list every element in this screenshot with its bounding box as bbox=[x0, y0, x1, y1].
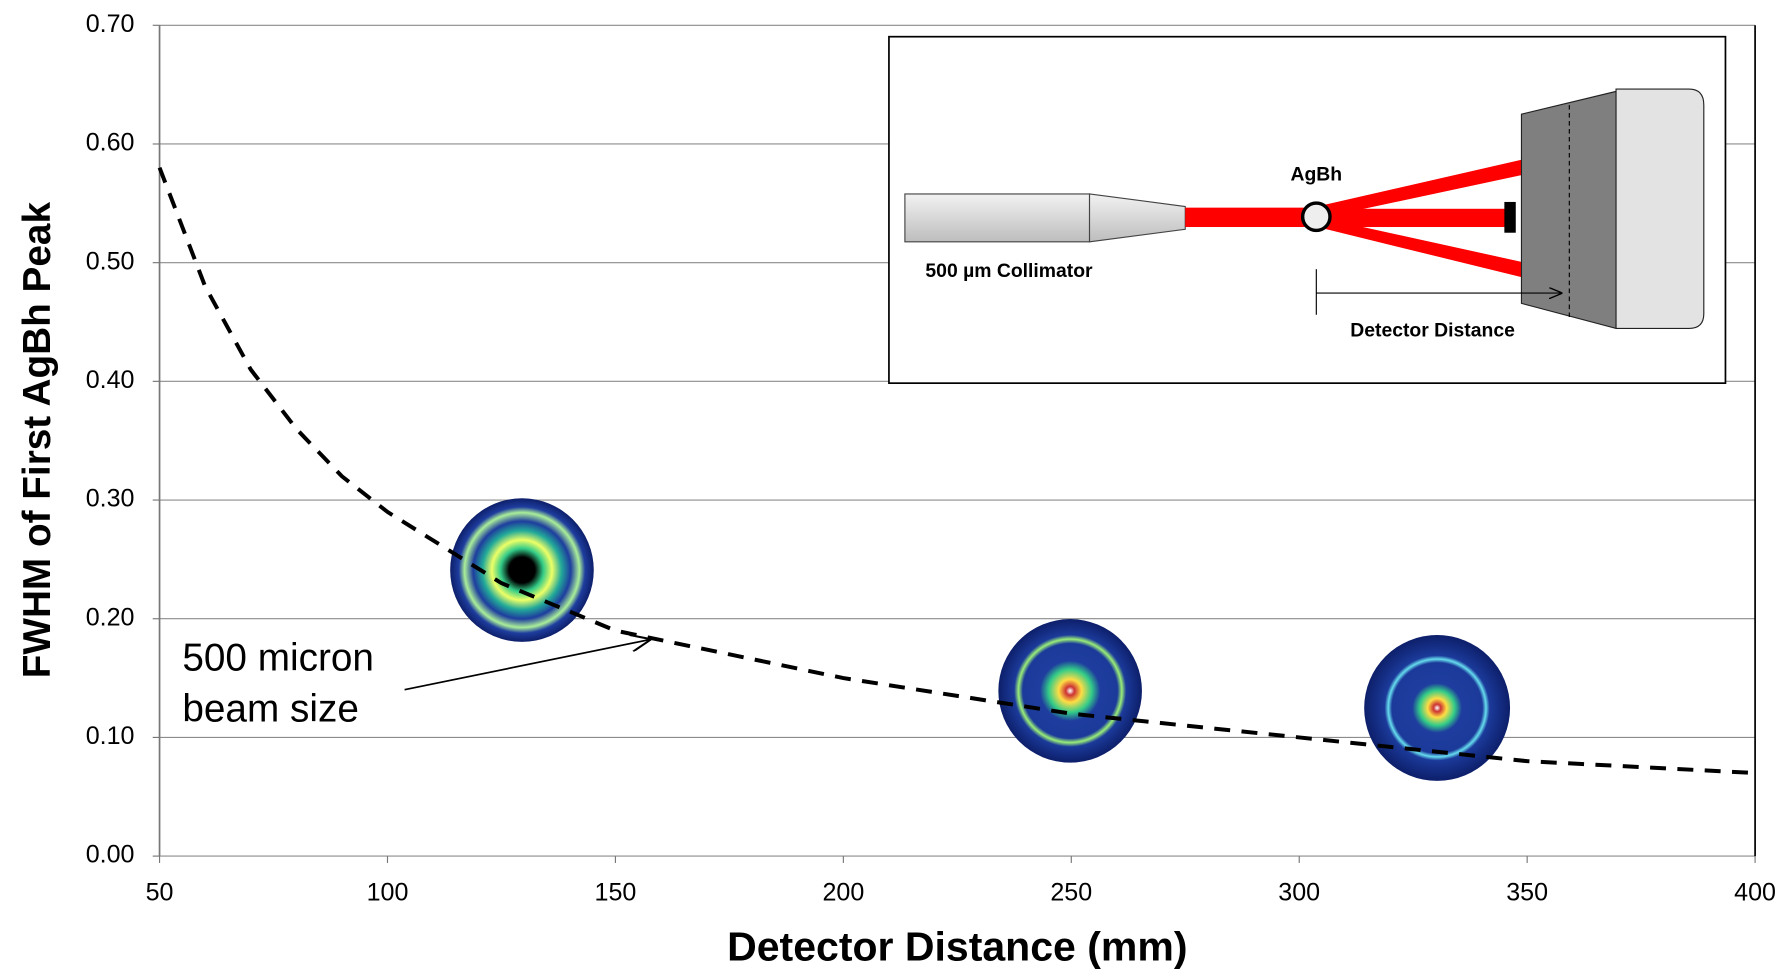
sample bbox=[1303, 203, 1330, 230]
annotation-arrow bbox=[405, 640, 650, 690]
x-tick-label: 200 bbox=[822, 878, 864, 906]
y-tick-label: 0.30 bbox=[86, 485, 135, 513]
y-tick-label: 0.00 bbox=[86, 841, 135, 869]
x-tick-label: 250 bbox=[1050, 878, 1092, 906]
collimator-body bbox=[905, 194, 1090, 242]
y-axis-title: FWHM of First AgBh Peak bbox=[16, 202, 59, 679]
x-tick-label: 150 bbox=[595, 878, 637, 906]
x-tick-label: 100 bbox=[367, 878, 409, 906]
y-tick-label: 0.70 bbox=[86, 10, 135, 38]
y-tick-label: 0.50 bbox=[86, 247, 135, 275]
x-tick-label: 50 bbox=[146, 878, 174, 906]
collimator-label: 500 µm Collimator bbox=[925, 260, 1093, 282]
x-tick-label: 400 bbox=[1734, 878, 1776, 906]
detector-housing bbox=[1616, 89, 1704, 328]
annotation: 500 micron bbox=[182, 636, 374, 679]
x-axis-title: Detector Distance (mm) bbox=[727, 923, 1187, 969]
diffraction-image bbox=[450, 498, 594, 642]
page: 0.00 0.10 0.20 0.30 0.40 0.50 0.60 0.70 50 100 150… bbox=[0, 0, 1787, 976]
distance-label: Detector Distance bbox=[1350, 319, 1515, 341]
annotation: beam size bbox=[182, 688, 359, 731]
y-tick-label: 0.40 bbox=[86, 366, 135, 394]
inset-diagram: AgBh 500 µm Collimator Detector Distance bbox=[889, 37, 1726, 383]
y-tick-label: 0.20 bbox=[86, 603, 135, 631]
sample-label: AgBh bbox=[1291, 163, 1343, 185]
x-tick-label: 350 bbox=[1506, 878, 1548, 906]
y-tick-label: 0.60 bbox=[86, 129, 135, 157]
beam bbox=[1185, 208, 1308, 227]
beamstop bbox=[1504, 202, 1515, 233]
y-tick-label: 0.10 bbox=[86, 722, 135, 750]
chart: 0.00 0.10 0.20 0.30 0.40 0.50 0.60 0.70 50 100 150… bbox=[0, 0, 1787, 976]
x-tick-label: 300 bbox=[1278, 878, 1320, 906]
diffraction-image bbox=[998, 619, 1142, 763]
